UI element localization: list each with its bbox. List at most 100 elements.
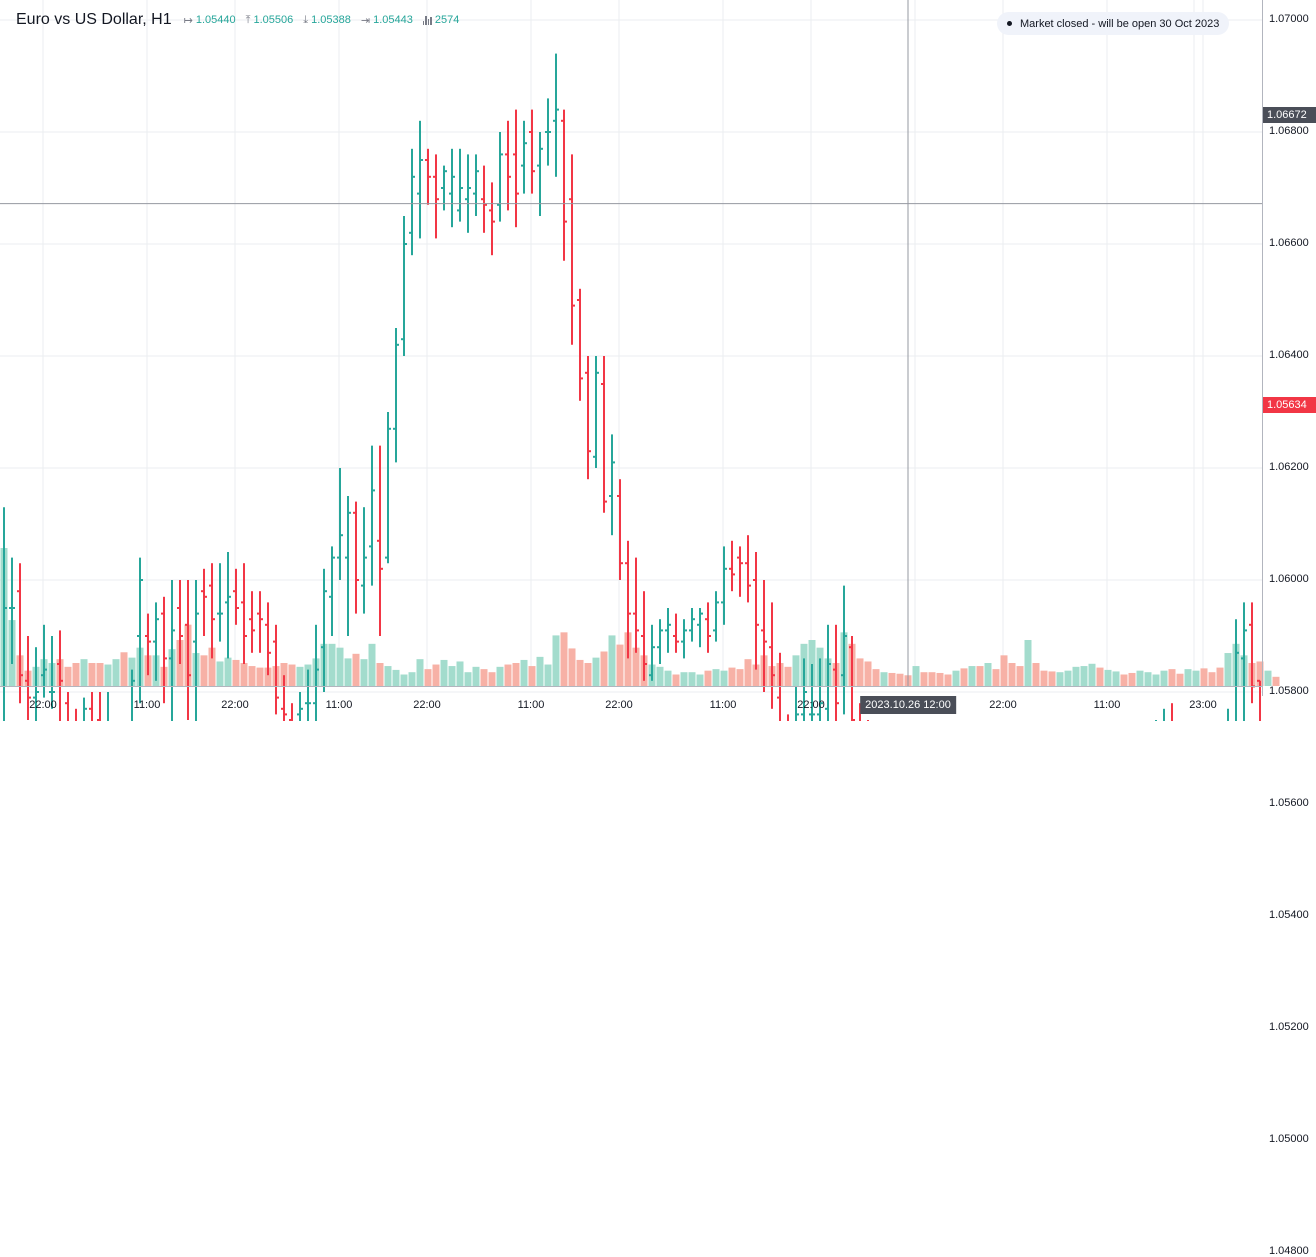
ohlc-bar	[457, 148, 463, 222]
status-dot-icon	[1007, 21, 1012, 26]
volume-bar	[352, 653, 360, 686]
ohlc-bar	[161, 596, 167, 704]
volume-bar	[80, 659, 88, 686]
ohlc-bar	[721, 546, 727, 625]
ohlc-bar	[241, 563, 247, 664]
ohlc-bar	[265, 602, 271, 676]
ohlc-bar	[369, 445, 375, 586]
volume-bar	[1200, 668, 1208, 686]
volume-bar	[416, 659, 424, 686]
price-tick-label: 1.06400	[1269, 349, 1309, 361]
volume-bar	[1024, 640, 1032, 686]
close-icon: ⇥	[360, 14, 371, 27]
volume-bar	[1208, 672, 1216, 686]
volume-bar	[512, 663, 520, 686]
ohlc-bar	[497, 132, 503, 222]
volume-bar	[920, 672, 928, 686]
ohlc-bar	[593, 356, 599, 468]
volume-bar	[392, 669, 400, 686]
volume-bar	[1008, 663, 1016, 686]
volume-bar	[224, 657, 232, 686]
time-tick-label: 11:00	[325, 699, 353, 711]
volume-bar	[976, 666, 984, 686]
volume-bar	[1184, 669, 1192, 686]
volume-bar	[432, 664, 440, 686]
volume-bar	[104, 664, 112, 686]
ohlc-bar	[345, 496, 351, 636]
ohlc-bar	[201, 568, 207, 636]
volume-bar	[720, 670, 728, 686]
volume-bar	[1216, 667, 1224, 686]
ohlc-bar	[433, 154, 439, 239]
volume-bar	[632, 647, 640, 686]
volume-bar	[360, 659, 368, 686]
ohlc-bar	[297, 692, 303, 721]
ohlc-bar	[393, 328, 399, 463]
close-value: ⇥ 1.05443	[360, 14, 413, 27]
ohlc-bar	[377, 445, 383, 636]
volume-bar	[208, 647, 216, 686]
ohlc-bar	[641, 591, 647, 681]
ohlc-bar	[409, 148, 415, 256]
low-icon: ⤓	[303, 13, 309, 26]
open-value: ↦ 1.05440	[183, 14, 236, 27]
ohlc-bar	[425, 148, 431, 205]
volume-bar	[288, 664, 296, 686]
ohlc-bar	[25, 636, 31, 720]
volume-bar	[64, 666, 72, 686]
ohlc-bar	[33, 647, 39, 721]
volume-bar	[1120, 674, 1128, 686]
volume-bar	[712, 669, 720, 686]
ohlc-bar	[449, 148, 455, 228]
volume-bar	[1136, 670, 1144, 686]
price-tick-label: 1.06000	[1269, 573, 1309, 585]
ohlc-bar	[177, 580, 183, 664]
price-tick-label: 1.05600	[1269, 797, 1309, 809]
ohlc-bar	[257, 591, 263, 653]
ohlc-bar	[601, 356, 607, 513]
volume-bar	[744, 659, 752, 686]
time-tick-label: 22:00	[797, 699, 825, 711]
volume-bar	[1048, 671, 1056, 686]
volume-bar	[456, 661, 464, 686]
ohlc-chart[interactable]	[0, 0, 1316, 721]
volume-bar	[672, 674, 680, 686]
price-tick-label: 1.04800	[1269, 1245, 1309, 1257]
volume-bar	[528, 666, 536, 686]
time-tick-label: 11:00	[709, 699, 737, 711]
volume-bar	[608, 635, 616, 686]
volume-bar	[280, 663, 288, 686]
ohlc-bar	[249, 591, 255, 653]
volume-bar	[1256, 661, 1264, 686]
ohlc-bar	[673, 613, 679, 653]
volume-bar	[536, 656, 544, 686]
ohlc-bar	[441, 165, 447, 211]
volume-bar	[112, 659, 120, 686]
volume-bar	[872, 669, 880, 686]
ohlc-bar	[57, 630, 63, 721]
volume-bar	[896, 673, 904, 686]
volume-bar	[264, 667, 272, 686]
ohlc-bar	[809, 664, 815, 721]
volume-bar	[88, 663, 96, 686]
market-status-badge[interactable]: Market closed - will be open 30 Oct 2023	[997, 12, 1230, 35]
ohlc-bar	[841, 585, 847, 715]
ohlc-bar	[825, 624, 831, 721]
volume-bar	[1000, 655, 1008, 686]
crosshair-time-tag: 2023.10.26 12:00	[860, 696, 956, 714]
volume-bar	[992, 669, 1000, 686]
ohlc-bar	[305, 669, 311, 721]
volume-bar	[384, 666, 392, 686]
volume-bar	[96, 663, 104, 686]
time-tick-label: 22:00	[413, 699, 441, 711]
ohlc-bar	[9, 557, 15, 664]
volume-bar	[256, 667, 264, 686]
volume-bar	[1104, 669, 1112, 686]
volume-bar	[1224, 653, 1232, 686]
ohlc-bar	[745, 535, 751, 603]
ohlc-bar	[617, 479, 623, 580]
volume-bar	[328, 643, 336, 686]
ohlc-bar	[689, 608, 695, 642]
ohlc-bar	[1249, 602, 1255, 704]
ohlc-bar	[65, 692, 69, 721]
